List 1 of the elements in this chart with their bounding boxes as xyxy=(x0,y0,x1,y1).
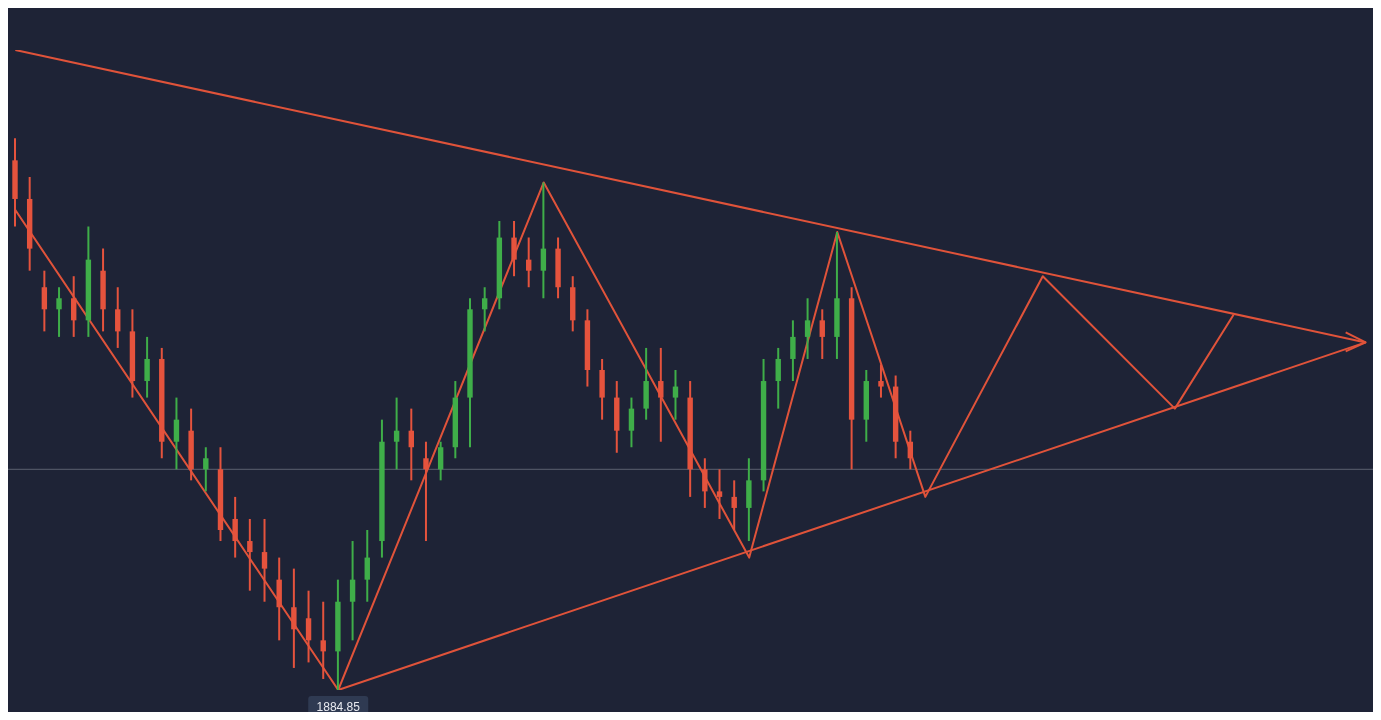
annotation: 1884.85 xyxy=(316,700,361,714)
